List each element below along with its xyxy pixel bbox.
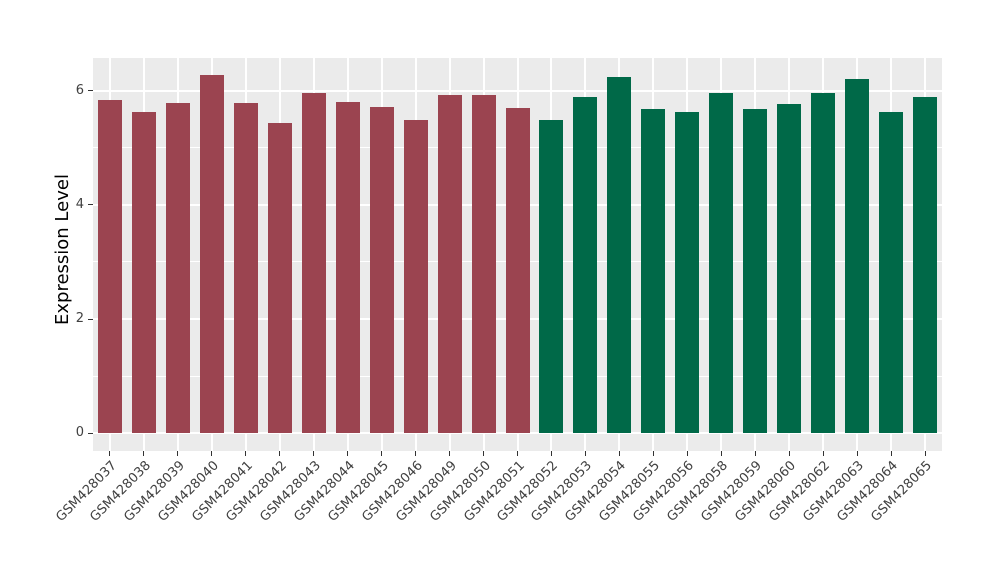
bar-GSM428044 <box>335 101 360 434</box>
y-tick-mark <box>88 90 93 92</box>
y-tick-label: 2 <box>75 311 84 327</box>
bar-GSM428042 <box>267 123 292 434</box>
bar-GSM428037 <box>97 100 122 434</box>
bar-GSM428050 <box>471 94 496 434</box>
bar-GSM428041 <box>233 102 258 434</box>
x-tick-mark <box>788 451 790 456</box>
x-tick-mark <box>177 451 179 456</box>
x-tick-mark <box>924 451 926 456</box>
y-tick-mark <box>88 318 93 320</box>
bar-GSM428059 <box>743 108 768 434</box>
bar-GSM428039 <box>165 103 190 434</box>
x-tick-mark <box>279 451 281 456</box>
bar-GSM428038 <box>131 111 156 434</box>
x-tick-mark <box>720 451 722 456</box>
x-tick-mark <box>584 451 586 456</box>
bar-GSM428054 <box>607 76 632 434</box>
bar-GSM428063 <box>845 78 870 434</box>
x-tick-mark <box>822 451 824 456</box>
x-tick-mark <box>618 451 620 456</box>
bar-GSM428051 <box>505 108 530 434</box>
bar-GSM428055 <box>641 109 666 434</box>
x-tick-mark <box>686 451 688 456</box>
x-tick-mark <box>890 451 892 456</box>
bar-GSM428049 <box>437 94 462 434</box>
bar-GSM428046 <box>403 119 428 434</box>
x-tick-mark <box>245 451 247 456</box>
bar-GSM428062 <box>811 92 836 434</box>
x-tick-mark <box>449 451 451 456</box>
x-tick-mark <box>550 451 552 456</box>
y-tick-label: 0 <box>75 425 84 441</box>
bar-GSM428065 <box>913 96 938 434</box>
bar-GSM428056 <box>675 111 700 434</box>
x-tick-mark <box>109 451 111 456</box>
y-axis-title: Expression Level <box>52 173 73 325</box>
x-tick-mark <box>652 451 654 456</box>
bar-GSM428040 <box>199 75 224 434</box>
x-tick-mark <box>415 451 417 456</box>
x-tick-mark <box>856 451 858 456</box>
bar-GSM428058 <box>709 93 734 434</box>
y-tick-label: 4 <box>75 196 84 212</box>
bar-GSM428043 <box>301 92 326 434</box>
bar-GSM428060 <box>777 104 802 434</box>
x-tick-mark <box>381 451 383 456</box>
bar-GSM428045 <box>369 107 394 434</box>
y-tick-mark <box>88 432 93 434</box>
bar-GSM428053 <box>573 96 598 434</box>
y-tick-label: 6 <box>75 82 84 98</box>
x-tick-mark <box>313 451 315 456</box>
x-tick-mark <box>517 451 518 456</box>
bar-GSM428052 <box>539 120 564 434</box>
x-tick-mark <box>211 451 213 456</box>
x-tick-mark <box>754 451 756 456</box>
x-tick-mark <box>143 451 145 456</box>
x-tick-mark <box>347 451 349 456</box>
y-tick-mark <box>88 204 93 206</box>
x-tick-mark <box>483 451 485 456</box>
bar-GSM428064 <box>879 112 904 434</box>
